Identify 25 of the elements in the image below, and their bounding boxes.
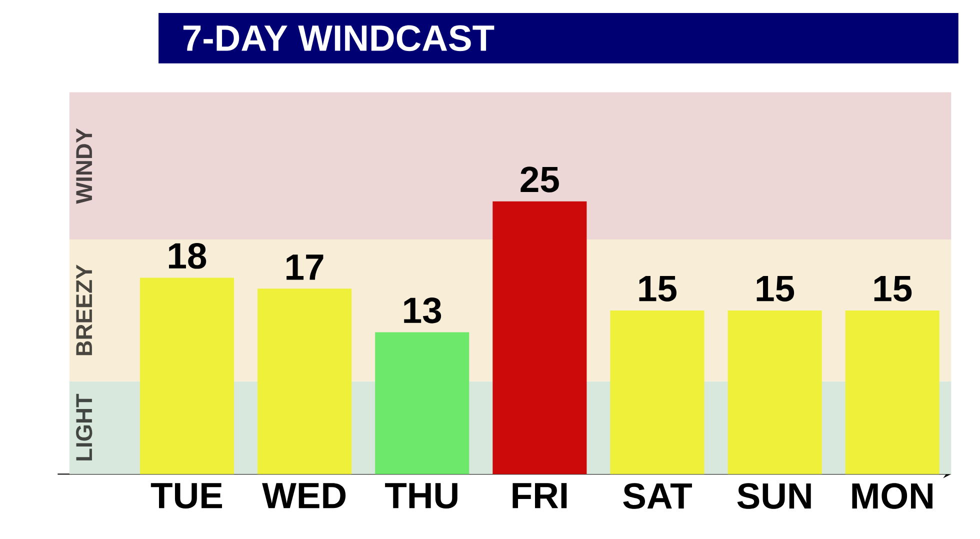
x-tick-label: SUN (737, 483, 811, 509)
band-label: BREEZY (76, 264, 92, 356)
bar (140, 278, 234, 474)
bar (728, 310, 822, 474)
data-label: 18 (169, 242, 206, 269)
data-label: 13 (404, 297, 442, 324)
x-tick-label: FRI (512, 483, 567, 508)
data-label: 15 (639, 276, 676, 302)
data-label: 15 (756, 276, 794, 302)
band-label: LIGHT (76, 394, 92, 460)
bar (375, 332, 470, 474)
x-tick-label: MON (852, 483, 932, 509)
x-tick-label: THU (385, 483, 458, 509)
data-label: 17 (286, 254, 324, 280)
x-tick-label: TUE (150, 483, 222, 509)
x-tick-label: WED (262, 483, 346, 508)
bar (845, 310, 940, 474)
bar (258, 288, 352, 474)
data-label: 25 (520, 166, 559, 192)
bar (610, 310, 704, 474)
bar (492, 201, 587, 474)
chart-title: 7-DAY WINDCAST (183, 25, 494, 52)
band-label: WINDY (76, 128, 92, 204)
data-label: 15 (874, 276, 912, 302)
x-tick-label: SAT (623, 483, 692, 509)
